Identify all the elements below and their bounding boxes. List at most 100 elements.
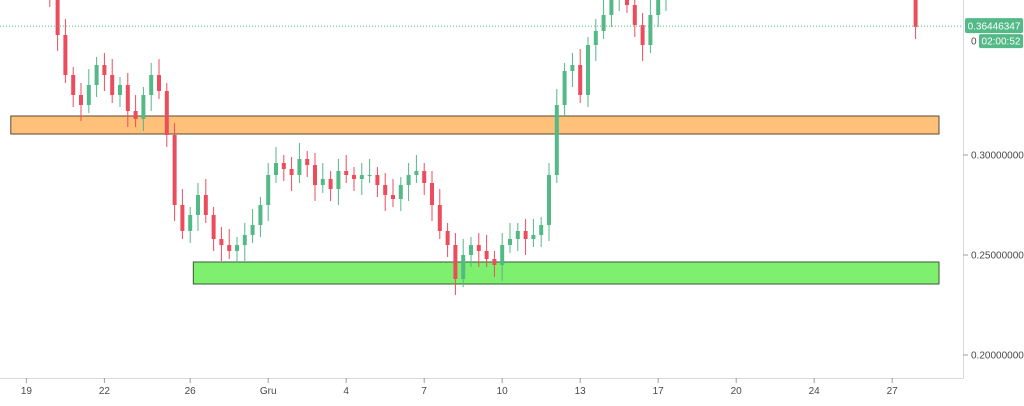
candle	[665, 0, 667, 11]
candle	[515, 223, 520, 251]
candle-body	[219, 239, 224, 245]
candle-body	[445, 231, 450, 245]
candle-body	[211, 215, 216, 239]
candle-body	[71, 75, 76, 95]
candle-body	[125, 85, 130, 111]
candle	[55, 0, 60, 51]
countdown-badge	[979, 34, 1023, 49]
candle-body	[531, 235, 536, 239]
candle-body	[328, 179, 333, 189]
candle	[328, 171, 333, 201]
x-tick-label: Gru	[260, 386, 277, 397]
candle	[266, 163, 271, 221]
candle	[289, 157, 294, 191]
candle-body	[102, 65, 107, 75]
candle-body	[406, 175, 411, 185]
candle	[172, 123, 177, 221]
candle-body	[578, 65, 583, 95]
x-tick-label: 26	[185, 386, 197, 397]
candle-body	[554, 105, 559, 175]
candle	[913, 0, 918, 39]
x-tick-label: 13	[575, 386, 587, 397]
candle	[430, 171, 434, 221]
candle	[281, 155, 286, 181]
candle	[141, 87, 146, 131]
candle	[250, 209, 255, 243]
candle	[375, 167, 380, 197]
candle	[149, 63, 154, 111]
candle-body	[305, 159, 310, 165]
candle-body	[55, 0, 60, 35]
candle-body	[281, 163, 286, 169]
candle-body	[609, 0, 614, 15]
candle	[125, 73, 130, 127]
candle-body	[430, 183, 434, 205]
candle	[484, 235, 489, 267]
candle	[554, 89, 559, 183]
candle	[274, 147, 278, 183]
candle	[453, 233, 458, 295]
candle	[609, 0, 614, 27]
candle	[625, 0, 629, 13]
candle-body	[110, 75, 115, 95]
candle-body	[398, 185, 403, 199]
candle-body	[625, 0, 629, 5]
candle	[211, 207, 216, 251]
candle-body	[79, 95, 83, 105]
candle	[640, 13, 645, 61]
candle	[49, 0, 51, 7]
candle	[562, 63, 567, 117]
candle	[297, 143, 302, 183]
candle-body	[242, 235, 247, 245]
candle-body	[94, 65, 99, 85]
candle-body	[632, 5, 637, 25]
time-axis[interactable]: 19 22 26 Gru 4 7 10 13 17 20 24 27	[21, 378, 898, 397]
candle-body	[274, 163, 278, 175]
candle	[570, 53, 575, 87]
x-tick-label: 22	[99, 386, 111, 397]
candle	[133, 95, 138, 127]
candle	[313, 153, 317, 201]
candle-body	[656, 0, 661, 15]
candle-body	[86, 85, 91, 105]
candle	[398, 177, 403, 211]
last-price: 0.36446347 0 02:00:52	[0, 18, 1023, 49]
candle-body	[141, 95, 146, 119]
candle	[227, 229, 232, 259]
candle-body	[648, 15, 653, 45]
candle-body	[515, 231, 520, 239]
candle	[391, 179, 395, 207]
candle-body	[336, 171, 341, 189]
candle-body	[63, 35, 68, 75]
candle-body	[913, 0, 918, 27]
candle	[547, 163, 551, 241]
candle-body	[258, 205, 263, 225]
candle	[235, 237, 239, 263]
countdown-prefix: 0	[971, 37, 977, 48]
candle	[578, 49, 583, 103]
candles	[49, 0, 918, 295]
candle-body	[149, 75, 154, 95]
candle	[86, 69, 91, 113]
candle	[656, 0, 661, 27]
candle	[344, 155, 349, 183]
candle	[320, 163, 325, 193]
candle	[531, 219, 536, 247]
x-tick-label: 4	[343, 386, 349, 397]
candle-body	[266, 175, 271, 205]
candle-body	[172, 135, 177, 205]
candle	[437, 189, 442, 239]
x-tick-label: 27	[887, 386, 899, 397]
y-tick-label: 0.20000000	[971, 351, 1024, 362]
candle	[118, 77, 122, 107]
candle-body	[196, 195, 200, 215]
candle	[352, 167, 356, 191]
candle-body	[359, 175, 364, 179]
candle	[196, 183, 200, 231]
candle-body	[484, 251, 489, 259]
x-tick-label: 7	[421, 386, 427, 397]
price-axis[interactable]: 0.550000000.500000000.450000000.40000000…	[963, 0, 1024, 362]
candle	[422, 163, 427, 195]
